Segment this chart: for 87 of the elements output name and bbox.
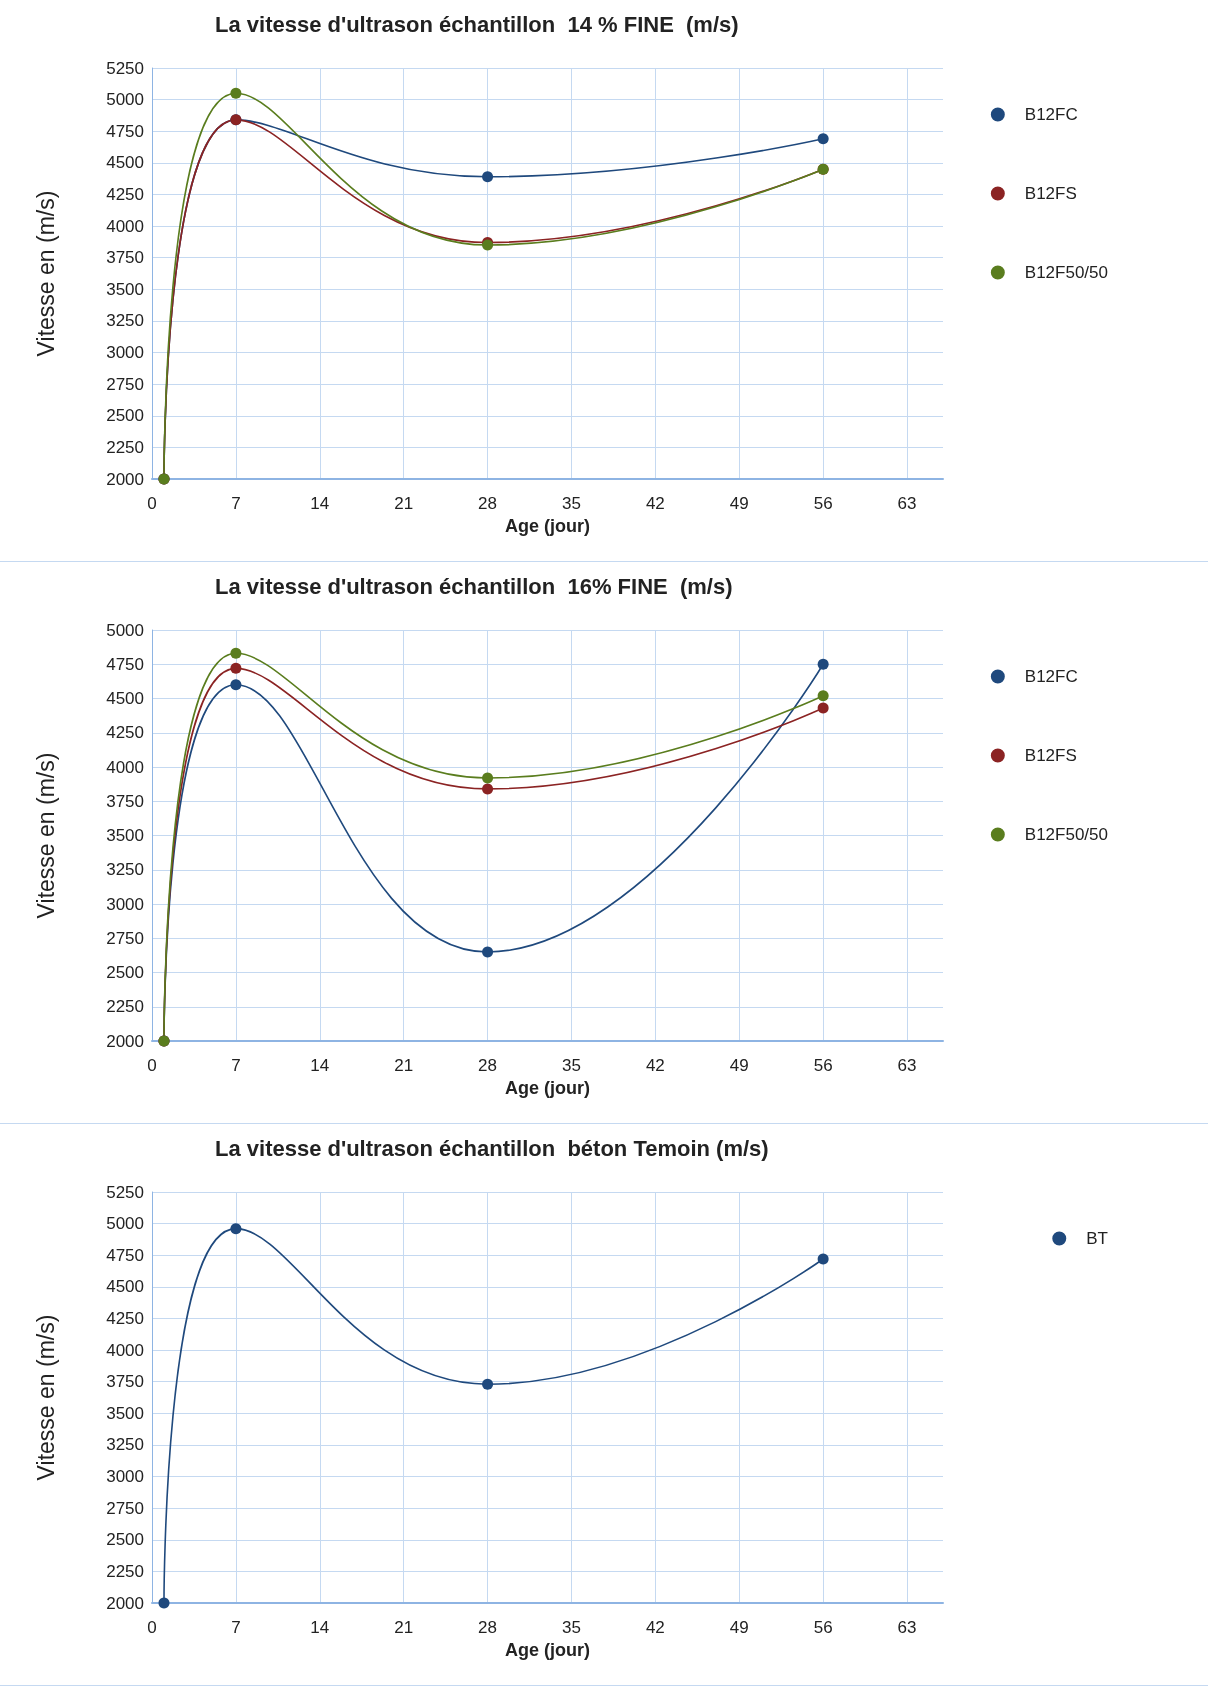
legend-label: BT [1086, 1228, 1109, 1248]
x-axis-title: Age (jour) [505, 1078, 590, 1098]
x-axis-title: Age (jour) [505, 1640, 590, 1660]
x-tick-label: 21 [394, 1056, 414, 1075]
y-tick-label: 4250 [106, 1308, 144, 1328]
x-tick-label: 49 [729, 1618, 749, 1637]
y-tick-label: 3500 [106, 279, 144, 299]
x-tick-label: 0 [147, 1056, 157, 1075]
y-tick-label: 2500 [106, 963, 144, 982]
x-tick-label: 21 [394, 1618, 414, 1637]
y-tick-label: 4750 [106, 654, 144, 674]
x-tick-label: 35 [562, 494, 581, 513]
x-tick-label: 42 [645, 494, 665, 513]
x-tick-label: 14 [310, 494, 330, 513]
y-tick-label: 2000 [106, 469, 144, 489]
x-tick-label: 28 [478, 1056, 498, 1075]
y-tick-label: 3250 [106, 311, 144, 331]
x-tick-label: 14 [310, 1618, 330, 1637]
x-tick-label: 0 [147, 494, 157, 513]
y-axis-title: Vitesse en (m/s) [32, 190, 59, 357]
x-tick-label: 28 [478, 1618, 498, 1637]
y-tick-label: 2500 [106, 1530, 144, 1550]
legend-label: B12F50/50 [1024, 824, 1109, 844]
x-tick-label: 35 [562, 1056, 581, 1075]
y-axis-title: Vitesse en (m/s) [32, 1314, 59, 1481]
chart-title: La vitesse d'ultrason échantillon 14 % FINE (m/s) [215, 11, 739, 37]
y-tick-label: 3750 [106, 248, 144, 268]
legend-label: B12FS [1024, 183, 1077, 203]
y-tick-label: 4000 [106, 1340, 144, 1360]
y-tick-label: 4250 [106, 184, 144, 204]
y-tick-label: 4750 [106, 121, 144, 141]
x-tick-label: 49 [729, 494, 749, 513]
x-tick-label: 63 [897, 494, 917, 513]
y-tick-label: 2250 [106, 997, 144, 1017]
chart-title: La vitesse d'ultrason échantillon béton Temoin (m/s) [215, 1135, 769, 1161]
y-tick-label: 2250 [106, 1561, 144, 1581]
x-tick-label: 21 [394, 494, 414, 513]
y-tick-label: 2000 [106, 1593, 144, 1613]
y-tick-label: 3000 [106, 1467, 144, 1487]
legend-label: B12FC [1024, 104, 1078, 124]
y-tick-label: 4500 [106, 153, 144, 173]
y-tick-label: 2250 [106, 437, 144, 457]
y-tick-label: 3250 [106, 860, 144, 880]
x-tick-label: 63 [897, 1056, 917, 1075]
chart-title: La vitesse d'ultrason échantillon 16% FINE (m/s) [215, 573, 733, 599]
x-tick-label: 56 [813, 1056, 833, 1075]
x-tick-label: 63 [897, 1618, 917, 1637]
y-tick-label: 3000 [106, 343, 144, 363]
y-tick-label: 3500 [106, 1403, 144, 1423]
x-tick-label: 7 [231, 1056, 241, 1075]
x-tick-label: 42 [645, 1056, 665, 1075]
y-tick-label: 3500 [106, 826, 144, 845]
y-tick-label: 3750 [106, 1372, 144, 1392]
legend-label: B12FS [1024, 745, 1077, 765]
y-tick-label: 4000 [106, 216, 144, 236]
x-tick-label: 35 [562, 1618, 581, 1637]
y-tick-label: 2750 [106, 374, 144, 394]
x-tick-label: 49 [729, 1056, 749, 1075]
y-tick-label: 3000 [106, 894, 144, 914]
legend-label: B12FC [1024, 666, 1078, 686]
y-axis-title: Vitesse en (m/s) [32, 752, 59, 919]
x-tick-label: 7 [231, 1618, 241, 1637]
x-tick-label: 56 [813, 494, 833, 513]
x-tick-label: 42 [645, 1618, 665, 1637]
y-tick-label: 3750 [106, 791, 144, 811]
y-tick-label: 2500 [106, 406, 144, 426]
x-tick-label: 56 [813, 1618, 833, 1637]
x-axis-title: Age (jour) [505, 516, 590, 536]
legend-label: B12F50/50 [1024, 262, 1109, 282]
x-tick-label: 7 [231, 494, 241, 513]
y-tick-label: 4250 [106, 723, 144, 743]
x-tick-label: 0 [147, 1618, 157, 1637]
y-tick-label: 4500 [106, 1277, 144, 1297]
y-tick-label: 4750 [106, 1245, 144, 1265]
y-tick-label: 2750 [106, 928, 144, 948]
y-tick-label: 4500 [106, 689, 144, 708]
y-tick-label: 5000 [106, 90, 144, 110]
y-tick-label: 5000 [106, 620, 144, 640]
y-tick-label: 5000 [106, 1214, 144, 1234]
x-tick-label: 14 [310, 1056, 330, 1075]
y-tick-label: 2750 [106, 1498, 144, 1518]
y-tick-label: 5250 [106, 1182, 144, 1202]
y-tick-label: 5250 [106, 58, 144, 78]
y-tick-label: 2000 [106, 1031, 144, 1051]
y-tick-label: 4000 [106, 757, 144, 777]
y-tick-label: 3250 [106, 1435, 144, 1455]
x-tick-label: 28 [478, 494, 498, 513]
